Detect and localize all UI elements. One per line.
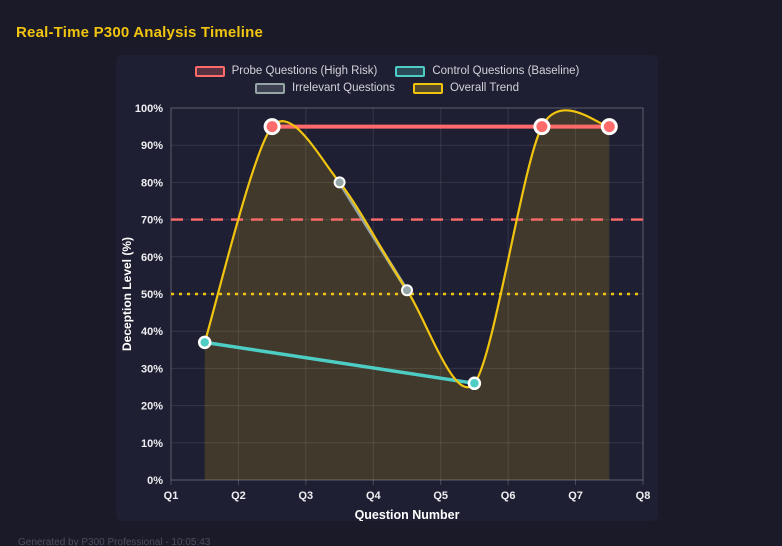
legend-label: Overall Trend xyxy=(449,82,519,94)
legend-item-2[interactable]: Irrelevant Questions xyxy=(255,82,395,94)
x-tick-label: Q7 xyxy=(568,490,583,502)
y-tick-label: 10% xyxy=(141,438,163,450)
y-tick-label: 70% xyxy=(141,215,163,227)
y-axis-title: Deception Level (%) xyxy=(120,237,134,351)
data-point-series-2[interactable] xyxy=(401,284,413,297)
legend-item-1[interactable]: Control Questions (Baseline) xyxy=(395,65,579,77)
data-point-series-0[interactable] xyxy=(533,118,551,136)
legend-label: Probe Questions (High Risk) xyxy=(231,65,378,77)
y-tick-label: 100% xyxy=(135,103,163,115)
generated-by-note: Generated by P300 Professional - 10:05:4… xyxy=(18,537,211,546)
legend-swatch-icon xyxy=(255,82,286,94)
chart-panel: Probe Questions (High Risk) Control Quest… xyxy=(116,55,658,521)
legend-swatch-icon xyxy=(395,65,426,77)
x-tick-label: Q3 xyxy=(299,490,314,502)
legend-swatch-icon xyxy=(412,82,443,94)
data-point-series-1[interactable] xyxy=(197,335,212,350)
y-tick-label: 90% xyxy=(141,140,163,152)
y-tick-label: 30% xyxy=(141,363,163,375)
legend-swatch-icon xyxy=(194,65,225,77)
y-tick-label: 40% xyxy=(141,326,163,338)
y-tick-label: 60% xyxy=(141,252,163,264)
x-tick-label: Q1 xyxy=(164,490,179,502)
legend-item-0[interactable]: Probe Questions (High Risk) xyxy=(194,65,378,77)
x-tick-label: Q5 xyxy=(433,490,448,502)
series-line-1 xyxy=(202,340,477,386)
legend-label: Irrelevant Questions xyxy=(292,82,395,94)
chart-legend: Probe Questions (High Risk) Control Quest… xyxy=(116,65,658,94)
legend-label: Control Questions (Baseline) xyxy=(432,65,580,77)
p300-timeline-chart: 0% 10% 20% 30% 40% 50% 60% 70% 80% 90% 100% Q1 Q2 Q3 Q… xyxy=(120,103,651,521)
data-point-series-2[interactable] xyxy=(333,176,346,189)
legend-item-3[interactable]: Overall Trend xyxy=(412,82,519,94)
y-tick-label: 80% xyxy=(141,177,163,189)
x-tick-label: Q8 xyxy=(636,490,651,502)
data-point-series-0[interactable] xyxy=(263,118,281,136)
data-point-series-0[interactable] xyxy=(600,118,618,136)
x-tick-label: Q4 xyxy=(366,490,382,502)
x-tick-label: Q6 xyxy=(501,490,516,502)
y-tick-label: 20% xyxy=(141,401,163,413)
page-title: Real-Time P300 Analysis Timeline xyxy=(16,24,264,41)
x-axis-title: Question Number xyxy=(355,508,460,521)
data-point-series-1[interactable] xyxy=(467,376,482,391)
y-tick-label: 50% xyxy=(141,289,163,301)
y-tick-label: 0% xyxy=(147,475,163,487)
x-tick-label: Q2 xyxy=(231,490,246,502)
